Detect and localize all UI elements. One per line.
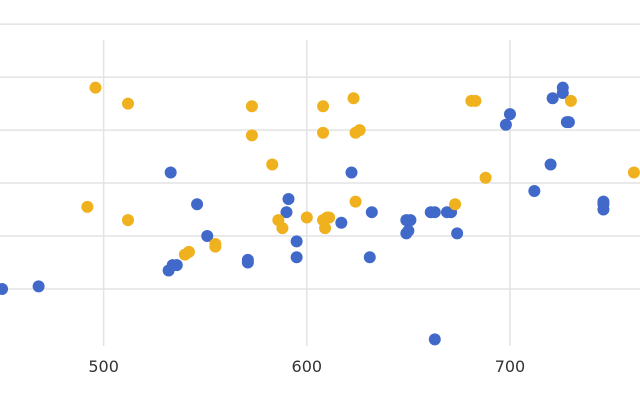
y-gridlines xyxy=(0,23,640,290)
data-point-series-2 xyxy=(627,166,640,179)
data-point-series-2 xyxy=(245,100,258,113)
data-point-series-1 xyxy=(363,251,376,264)
data-point-series-1 xyxy=(503,108,516,121)
data-point-series-1 xyxy=(544,158,557,171)
data-point-series-1 xyxy=(201,230,214,243)
data-point-series-2 xyxy=(317,126,330,139)
data-point-series-1 xyxy=(562,116,575,129)
data-point-series-2 xyxy=(209,237,222,250)
data-point-series-1 xyxy=(32,280,45,293)
x-gridlines xyxy=(102,40,511,346)
data-point-series-2 xyxy=(323,211,336,224)
data-point-series-2 xyxy=(122,97,134,110)
data-point-series-1 xyxy=(365,206,378,219)
data-point-series-1 xyxy=(282,192,295,205)
data-points xyxy=(0,81,640,346)
data-point-series-1 xyxy=(164,166,177,179)
data-point-series-1 xyxy=(597,195,610,208)
data-point-series-2 xyxy=(469,94,482,107)
data-point-series-2 xyxy=(300,211,313,224)
data-point-series-1 xyxy=(290,235,303,248)
data-point-series-2 xyxy=(122,214,134,227)
data-point-series-1 xyxy=(280,206,293,219)
data-point-series-2 xyxy=(276,222,289,235)
data-point-series-1 xyxy=(402,224,415,237)
data-point-series-1 xyxy=(499,118,512,131)
data-point-series-1 xyxy=(428,333,441,346)
data-point-series-2 xyxy=(347,92,360,105)
data-point-series-1 xyxy=(191,198,204,211)
data-point-series-2 xyxy=(479,171,492,184)
data-point-series-1 xyxy=(345,166,358,179)
x-tick-label: 700 xyxy=(495,357,526,376)
data-point-series-1 xyxy=(404,214,417,227)
data-point-series-1 xyxy=(528,185,541,197)
data-point-series-1 xyxy=(241,253,254,266)
data-point-series-1 xyxy=(0,283,9,296)
data-point-series-2 xyxy=(89,81,102,94)
data-point-series-1 xyxy=(451,227,464,240)
data-point-series-2 xyxy=(317,100,330,113)
data-point-series-1 xyxy=(290,251,303,264)
data-point-series-1 xyxy=(546,92,559,105)
x-tick-label: 500 xyxy=(88,357,119,376)
x-tick-labels: 500 600 700 xyxy=(88,357,525,376)
data-point-series-1 xyxy=(335,216,348,229)
data-point-series-2 xyxy=(182,245,195,258)
data-point-series-2 xyxy=(449,198,462,211)
x-tick-label: 600 xyxy=(292,357,323,376)
data-point-series-2 xyxy=(564,94,577,107)
data-point-series-1 xyxy=(170,259,183,272)
data-point-series-1 xyxy=(556,81,569,94)
data-point-series-2 xyxy=(349,195,362,208)
data-point-series-2 xyxy=(245,129,258,142)
data-point-series-2 xyxy=(81,200,94,213)
data-point-series-1 xyxy=(428,206,441,219)
data-point-series-2 xyxy=(353,124,366,137)
data-point-series-2 xyxy=(266,158,279,171)
